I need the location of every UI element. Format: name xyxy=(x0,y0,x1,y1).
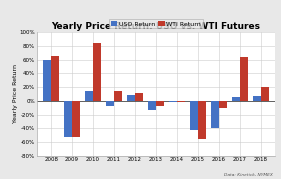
Bar xyxy=(177,101,185,102)
Bar xyxy=(93,42,101,101)
Bar xyxy=(190,101,198,130)
Bar xyxy=(253,96,261,101)
Bar xyxy=(51,55,59,101)
Legend: USO Return, WTI Return: USO Return, WTI Return xyxy=(109,19,203,28)
Bar xyxy=(72,101,80,137)
Bar xyxy=(198,101,206,139)
Bar xyxy=(85,91,93,101)
Bar xyxy=(169,101,177,102)
Bar xyxy=(106,101,114,106)
Bar xyxy=(114,91,122,101)
Bar xyxy=(135,93,143,101)
Bar xyxy=(211,101,219,128)
Bar xyxy=(64,101,72,137)
Title: Yearly Price Return: USO vs. WTI Futures: Yearly Price Return: USO vs. WTI Futures xyxy=(51,22,260,32)
Bar xyxy=(219,101,227,108)
Bar xyxy=(127,95,135,101)
Y-axis label: Yearly Price Return: Yearly Price Return xyxy=(13,64,18,124)
Bar xyxy=(156,101,164,106)
Bar xyxy=(43,60,51,101)
Bar xyxy=(148,101,156,110)
Bar xyxy=(261,87,269,101)
Bar xyxy=(240,57,248,101)
Text: Data: Kinetick, NYMEX: Data: Kinetick, NYMEX xyxy=(224,173,273,177)
Bar xyxy=(232,97,240,101)
